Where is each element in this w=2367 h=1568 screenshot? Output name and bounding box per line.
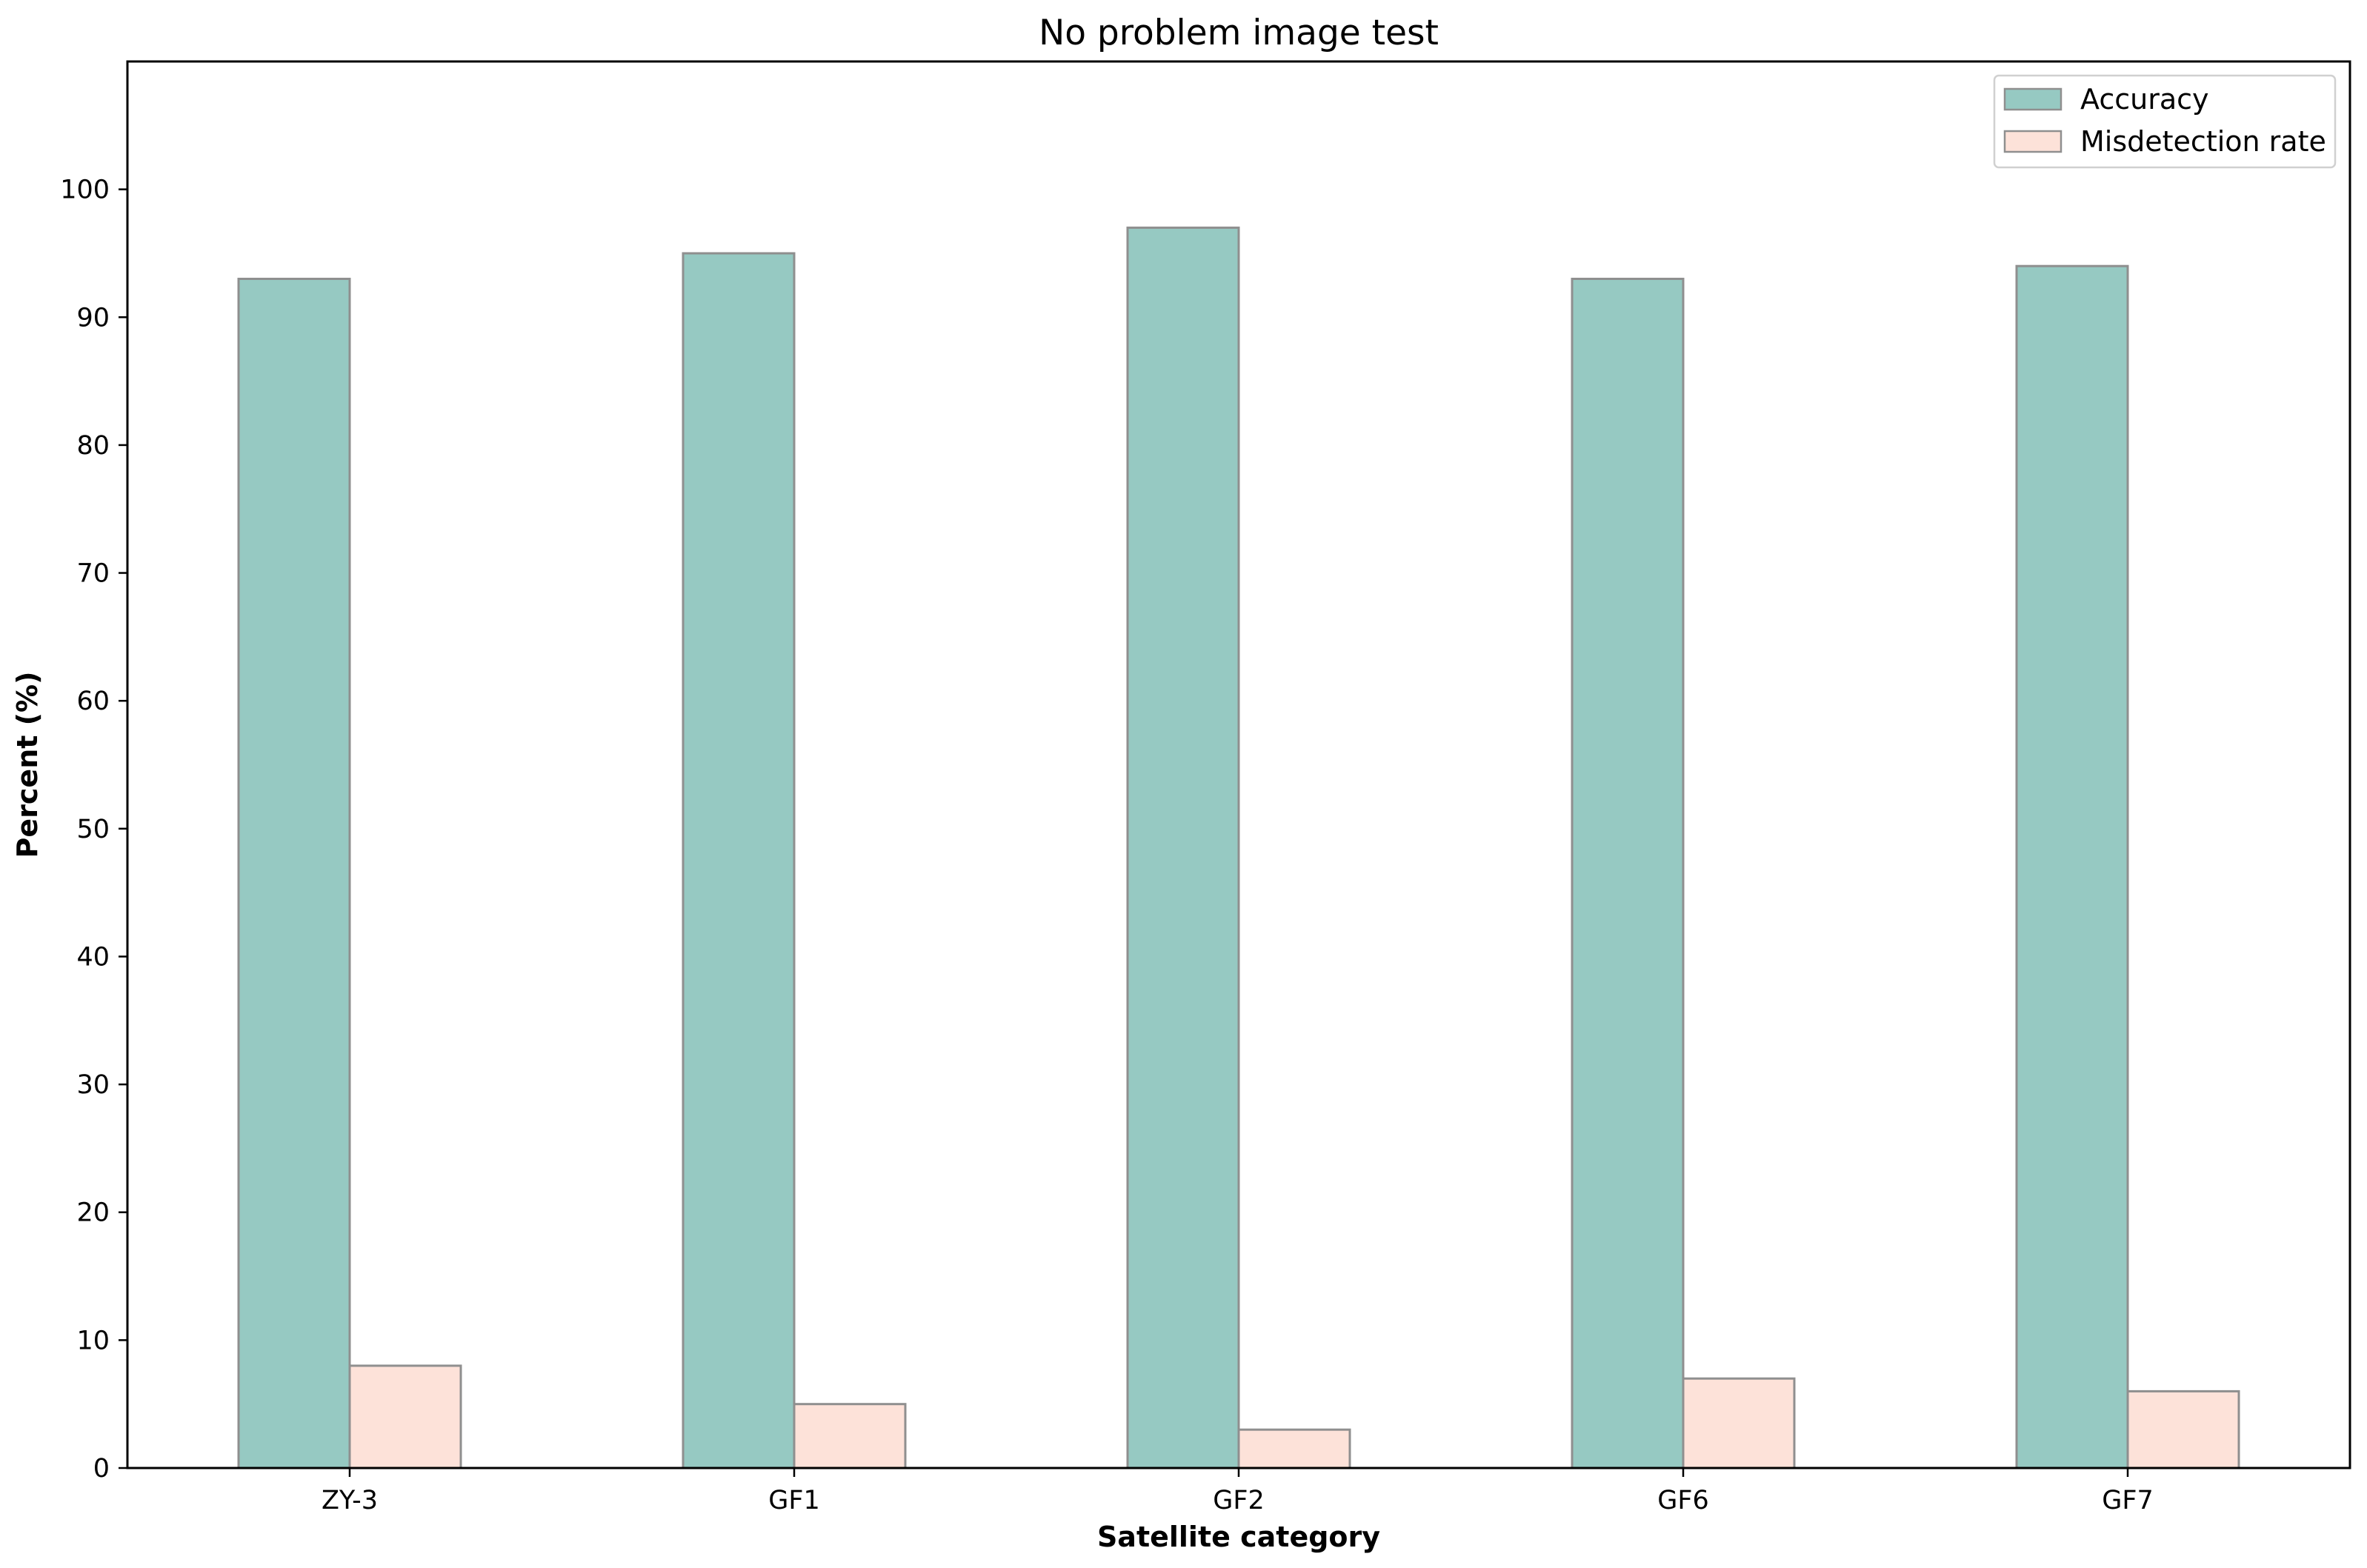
x-tick-label-gf2: GF2 — [1213, 1486, 1265, 1515]
y-axis-label: Percent (%) — [11, 672, 44, 858]
x-tick-label-zy-3: ZY-3 — [322, 1486, 378, 1515]
legend-label-misdetection-rate: Misdetection rate — [2080, 125, 2326, 158]
y-tick-label-80: 80 — [76, 431, 110, 461]
y-tick-label-70: 70 — [76, 559, 110, 589]
plot-frame — [126, 60, 2351, 1469]
bar-misdetection-rate-gf7 — [2126, 1389, 2240, 1469]
bar-accuracy-gf7 — [2015, 264, 2129, 1469]
x-axis-label: Satellite category — [1097, 1521, 1380, 1553]
axes: ZY-3 GF1 GF2 GF6 GF7 0 10 20 30 40 50 60 70 80 90 100 — [60, 60, 2351, 1515]
y-tick-label-0: 0 — [93, 1454, 110, 1484]
y-tick-label-10: 10 — [76, 1326, 110, 1355]
bar-misdetection-rate-zy-3 — [348, 1364, 462, 1469]
chart-title: No problem image test — [1039, 13, 1439, 53]
bar-misdetection-rate-gf2 — [1237, 1428, 1351, 1469]
bar-misdetection-rate-gf1 — [793, 1403, 907, 1469]
bar-accuracy-gf6 — [1571, 278, 1685, 1469]
x-tick-label-gf6: GF6 — [1657, 1486, 1709, 1515]
labels: No problem image test Satellite category… — [11, 13, 1439, 1553]
x-tick-label-gf7: GF7 — [2102, 1486, 2154, 1515]
legend: Accuracy Misdetection rate — [1993, 74, 2337, 169]
y-tick-label-60: 60 — [76, 687, 110, 716]
legend-swatch-misdetection-rate — [2003, 130, 2063, 153]
bar-accuracy-gf1 — [682, 252, 796, 1469]
y-tick-label-30: 30 — [76, 1070, 110, 1100]
y-tick-label-40: 40 — [76, 942, 110, 972]
bar-misdetection-rate-gf6 — [1682, 1377, 1796, 1469]
legend-swatch-accuracy — [2003, 87, 2063, 111]
y-tick-label-100: 100 — [60, 176, 110, 205]
bar-accuracy-gf2 — [1126, 226, 1240, 1469]
plot-area — [237, 226, 2240, 1469]
x-tick-label-gf1: GF1 — [768, 1486, 820, 1515]
y-tick-label-50: 50 — [76, 815, 110, 844]
legend-box — [1993, 74, 2337, 169]
y-tick-label-90: 90 — [76, 303, 110, 333]
legend-label-accuracy: Accuracy — [2080, 83, 2209, 116]
bar-accuracy-zy-3 — [237, 278, 351, 1469]
y-tick-label-20: 20 — [76, 1198, 110, 1228]
